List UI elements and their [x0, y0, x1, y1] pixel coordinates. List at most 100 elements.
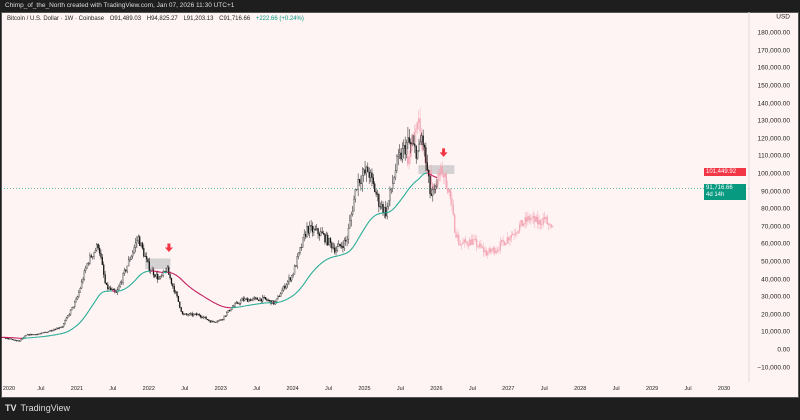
- ema-line-segment: [139, 273, 142, 276]
- tradingview-brand[interactable]: TV TradingView: [5, 403, 70, 413]
- candle: [387, 200, 390, 207]
- ema-line-segment: [421, 174, 424, 177]
- ema-line-segment: [283, 299, 286, 302]
- projection-candle: [534, 216, 536, 222]
- ema-line-segment: [364, 225, 367, 228]
- ema-line-segment: [310, 271, 313, 275]
- candle: [259, 298, 261, 302]
- price-axis-label: 60,000.00: [761, 240, 790, 248]
- price-axis-label: 50,000.00: [761, 258, 790, 266]
- projection-candle: [492, 247, 495, 251]
- candle: [82, 279, 84, 282]
- candle: [354, 189, 357, 200]
- projection-candle: [437, 173, 439, 185]
- ema-line-segment: [187, 285, 190, 288]
- candle: [192, 314, 195, 316]
- candle: [234, 303, 236, 307]
- ema-line-segment: [281, 300, 284, 302]
- candle: [230, 309, 232, 312]
- projection-candle: [471, 239, 474, 245]
- ema-line-segment: [140, 272, 143, 275]
- resistance-zone: [145, 258, 171, 270]
- candle: [371, 172, 373, 178]
- projection-candle: [489, 248, 492, 252]
- candle: [71, 307, 73, 311]
- ema-line-segment: [135, 278, 138, 281]
- projection-candle: [543, 217, 546, 220]
- candle: [92, 256, 94, 258]
- candle: [174, 291, 177, 293]
- resistance-zone: [418, 165, 455, 174]
- ema-line-segment: [313, 268, 316, 271]
- candle: [350, 214, 352, 221]
- candle: [333, 247, 336, 253]
- candle: [221, 318, 224, 321]
- candle: [98, 247, 101, 254]
- ema-line-segment: [83, 315, 87, 318]
- ema-line-segment: [179, 277, 182, 280]
- candle: [156, 274, 159, 280]
- last-price: 91,716.66: [706, 185, 733, 191]
- candle: [349, 220, 351, 229]
- time-axis-label: Jul: [684, 386, 692, 392]
- candle: [324, 234, 326, 243]
- candle: [396, 156, 398, 171]
- candle: [298, 252, 300, 257]
- ema-line-segment: [121, 289, 124, 291]
- price-axis-label: 120,000.00: [757, 135, 790, 143]
- candle: [401, 148, 404, 160]
- candle: [327, 234, 329, 246]
- price-chart[interactable]: [1, 12, 799, 382]
- candle: [201, 316, 203, 318]
- candle: [277, 295, 279, 299]
- candle: [267, 300, 269, 302]
- candle: [141, 242, 144, 249]
- candle: [75, 298, 77, 303]
- candle: [262, 296, 264, 302]
- ema-line-segment: [216, 303, 219, 306]
- symbol-name[interactable]: Bitcoin / U.S. Dollar · 1W · Coinbase: [7, 16, 105, 22]
- candle: [342, 246, 344, 249]
- price-axis-label: 80,000.00: [761, 205, 790, 213]
- price-axis-label: 140,000.00: [757, 100, 790, 108]
- time-axis-label: 2030: [717, 386, 731, 392]
- candle: [86, 263, 88, 269]
- candle: [176, 291, 178, 297]
- candle: [288, 277, 290, 282]
- candle: [346, 239, 348, 242]
- time-axis-label: Jul: [325, 386, 333, 392]
- price-axis-label: 90,000.00: [761, 188, 790, 196]
- candle: [79, 288, 81, 293]
- projection-candle: [440, 166, 442, 176]
- ema-line-segment: [361, 229, 365, 233]
- candle: [292, 274, 294, 276]
- candle: [257, 299, 260, 302]
- candle: [300, 247, 303, 249]
- candle: [123, 269, 126, 274]
- candle: [429, 175, 431, 195]
- ohlc-change: +222.66 (+0.24%): [255, 16, 304, 22]
- candle: [393, 177, 395, 184]
- ema-line-segment: [357, 236, 360, 240]
- candle: [76, 296, 79, 300]
- ema-line-segment: [295, 291, 298, 294]
- projection-candle: [527, 216, 529, 222]
- candle: [242, 298, 245, 301]
- projection-candle: [470, 239, 472, 245]
- candle: [180, 307, 182, 312]
- candle: [148, 261, 151, 272]
- candle: [216, 321, 218, 323]
- ema-line-segment: [312, 270, 315, 273]
- projection-candle: [496, 249, 499, 252]
- chart-pane[interactable]: [1, 12, 799, 398]
- candle: [94, 249, 97, 253]
- candle: [42, 332, 44, 334]
- projection-candle: [518, 224, 521, 231]
- projection-candle: [514, 233, 517, 235]
- candle: [382, 204, 384, 213]
- candle: [364, 169, 366, 174]
- ema-line-segment: [296, 290, 300, 293]
- ema-line-segment: [90, 304, 94, 308]
- ema-line-segment: [371, 216, 374, 219]
- projection-candle: [521, 220, 524, 227]
